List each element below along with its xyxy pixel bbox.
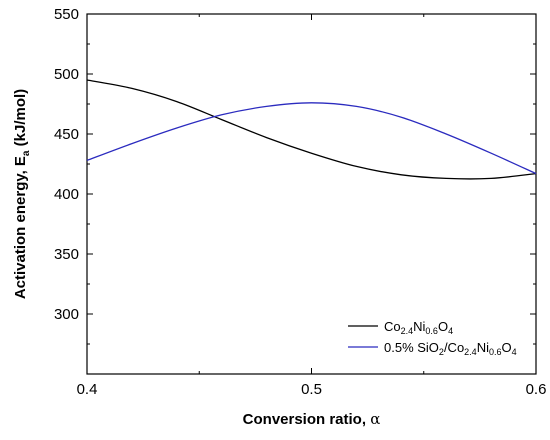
x-axis-title: Conversion ratio, α	[243, 410, 381, 428]
plot-frame	[86, 13, 537, 375]
legend-label-0: Co2.4Ni0.6O4	[384, 319, 453, 336]
y-tick-label: 500	[54, 66, 79, 83]
y-axis-title: Activation energy, Ea (kJ/mol)	[12, 89, 32, 299]
legend-label-1: 0.5% SiO2/Co2.4Ni0.6O4	[384, 340, 517, 357]
plot-border	[86, 13, 537, 375]
y-tick-label: 300	[54, 306, 79, 323]
y-axis-ticks: 300 350 400 450 500 550	[54, 6, 536, 345]
series-layer	[86, 79, 537, 180]
legend: Co2.4Ni0.6O4 0.5% SiO2/Co2.4Ni0.6O4	[348, 319, 517, 357]
x-tick-label: 0.6	[526, 381, 547, 398]
y-tick-label: 550	[54, 6, 79, 23]
x-tick-label: 0.5	[301, 381, 322, 398]
y-tick-label: 400	[54, 186, 79, 203]
y-tick-label: 350	[54, 246, 79, 263]
x-tick-label: 0.4	[77, 381, 98, 398]
series-line-1	[86, 102, 537, 175]
series-line-0	[86, 79, 537, 180]
x-axis-ticks: 0.4 0.5 0.6	[77, 14, 547, 398]
y-tick-label: 450	[54, 126, 79, 143]
